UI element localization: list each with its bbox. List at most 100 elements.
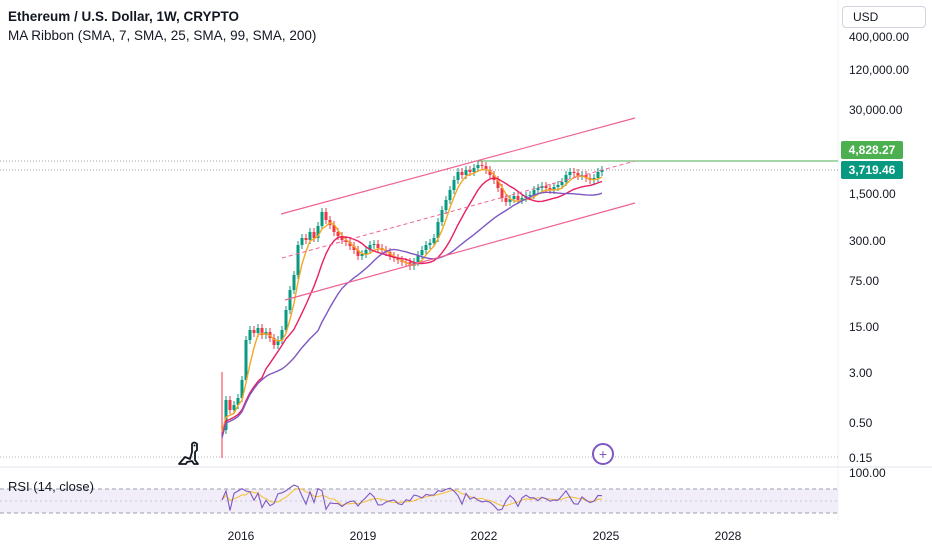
channel-upper-line[interactable] bbox=[280, 117, 636, 215]
plus-circle-icon[interactable]: + bbox=[592, 443, 614, 465]
candle-body[interactable] bbox=[348, 242, 352, 246]
candle-body[interactable] bbox=[500, 188, 504, 198]
candle-body[interactable] bbox=[296, 245, 300, 275]
candle-body[interactable] bbox=[244, 340, 248, 380]
candle-body[interactable] bbox=[444, 200, 448, 210]
candle-body[interactable] bbox=[548, 188, 552, 190]
candle-body[interactable] bbox=[352, 246, 356, 250]
candle-body[interactable] bbox=[600, 170, 604, 172]
candle-body[interactable] bbox=[272, 338, 276, 345]
candle-body[interactable] bbox=[288, 290, 292, 310]
candle-body[interactable] bbox=[480, 165, 484, 166]
candle-body[interactable] bbox=[320, 212, 324, 226]
candle-body[interactable] bbox=[240, 380, 244, 398]
candle-body[interactable] bbox=[356, 250, 360, 256]
candle-body[interactable] bbox=[360, 254, 364, 256]
price-label: 0.50 bbox=[849, 416, 873, 430]
candle-body[interactable] bbox=[440, 210, 444, 222]
candle-body[interactable] bbox=[364, 250, 368, 254]
candle-body[interactable] bbox=[592, 178, 596, 180]
candle-body[interactable] bbox=[528, 195, 532, 196]
candle-body[interactable] bbox=[552, 187, 556, 190]
candle-body[interactable] bbox=[304, 238, 308, 240]
price-label: 300.00 bbox=[849, 234, 886, 248]
candle-body[interactable] bbox=[280, 330, 284, 340]
candle-body[interactable] bbox=[520, 198, 524, 200]
candle-body[interactable] bbox=[516, 196, 520, 200]
candle-body[interactable] bbox=[544, 186, 548, 188]
candle-body[interactable] bbox=[224, 400, 228, 430]
rsi-legend[interactable]: RSI (14, close) bbox=[8, 479, 94, 494]
channel-mid-line[interactable] bbox=[281, 160, 636, 259]
candle-body[interactable] bbox=[448, 190, 452, 200]
candle-body[interactable] bbox=[424, 245, 428, 250]
candle-body[interactable] bbox=[436, 222, 440, 238]
candle-body[interactable] bbox=[576, 173, 580, 176]
candle-body[interactable] bbox=[372, 244, 376, 245]
candle-body[interactable] bbox=[476, 165, 480, 168]
candle-body[interactable] bbox=[376, 244, 380, 248]
candle-body[interactable] bbox=[232, 405, 236, 410]
candle-body[interactable] bbox=[416, 255, 420, 262]
candle-body[interactable] bbox=[292, 275, 296, 290]
dino-logo-icon[interactable] bbox=[176, 438, 206, 468]
candle-body[interactable] bbox=[324, 212, 328, 220]
candle-body[interactable] bbox=[564, 175, 568, 182]
high-price-badge: 4,828.27 bbox=[841, 141, 903, 159]
candle-body[interactable] bbox=[472, 168, 476, 172]
candle-body[interactable] bbox=[532, 190, 536, 195]
price-label: 30,000.00 bbox=[849, 103, 903, 117]
candle-body[interactable] bbox=[252, 330, 256, 333]
candle-body[interactable] bbox=[428, 243, 432, 245]
candle-body[interactable] bbox=[228, 400, 232, 410]
candle-body[interactable] bbox=[340, 236, 344, 240]
candle-body[interactable] bbox=[300, 238, 304, 245]
currency-button[interactable]: USD bbox=[842, 6, 926, 28]
candle-body[interactable] bbox=[596, 172, 600, 178]
candle-body[interactable] bbox=[248, 330, 252, 340]
candle-body[interactable] bbox=[260, 328, 264, 335]
candle-body[interactable] bbox=[556, 185, 560, 187]
candle-body[interactable] bbox=[236, 398, 240, 405]
candle-body[interactable] bbox=[536, 188, 540, 190]
candle-body[interactable] bbox=[276, 340, 280, 345]
candle-body[interactable] bbox=[584, 175, 588, 178]
candle-body[interactable] bbox=[560, 182, 564, 185]
candle-body[interactable] bbox=[488, 170, 492, 175]
candle-body[interactable] bbox=[336, 232, 340, 236]
candle-body[interactable] bbox=[368, 245, 372, 250]
candle-body[interactable] bbox=[572, 172, 576, 173]
symbol-title[interactable]: Ethereum / U.S. Dollar, 1W, CRYPTO bbox=[8, 9, 240, 24]
candle-body[interactable] bbox=[432, 238, 436, 243]
candle-body[interactable] bbox=[456, 172, 460, 180]
current-price-badge: 3,719.46 bbox=[841, 161, 903, 179]
candle-body[interactable] bbox=[332, 225, 336, 232]
rsi-band bbox=[0, 489, 838, 513]
candle-body[interactable] bbox=[308, 232, 312, 240]
candle-body[interactable] bbox=[460, 172, 464, 175]
candle-body[interactable] bbox=[508, 199, 512, 202]
candle-body[interactable] bbox=[568, 172, 572, 175]
candle-body[interactable] bbox=[420, 250, 424, 255]
candle-body[interactable] bbox=[316, 226, 320, 238]
rsi-ma-line bbox=[221, 488, 603, 507]
candle-body[interactable] bbox=[256, 328, 260, 333]
channel-lower-line[interactable] bbox=[284, 202, 636, 301]
candle-body[interactable] bbox=[496, 180, 500, 188]
candle-body[interactable] bbox=[484, 166, 488, 170]
candle-body[interactable] bbox=[512, 196, 516, 199]
ma-ribbon-legend[interactable]: MA Ribbon (SMA, 7, SMA, 25, SMA, 99, SMA… bbox=[8, 28, 317, 43]
price-label: 0.15 bbox=[849, 451, 873, 465]
candle-body[interactable] bbox=[504, 198, 508, 202]
candle-body[interactable] bbox=[464, 170, 468, 175]
time-label: 2016 bbox=[227, 529, 255, 543]
candle-body[interactable] bbox=[284, 310, 288, 330]
candle-body[interactable] bbox=[312, 232, 316, 238]
candle-body[interactable] bbox=[452, 180, 456, 190]
candle-body[interactable] bbox=[344, 240, 348, 242]
candle-body[interactable] bbox=[468, 170, 472, 172]
price-label: 1,500.00 bbox=[849, 187, 896, 201]
candlestick-series[interactable] bbox=[221, 161, 604, 458]
